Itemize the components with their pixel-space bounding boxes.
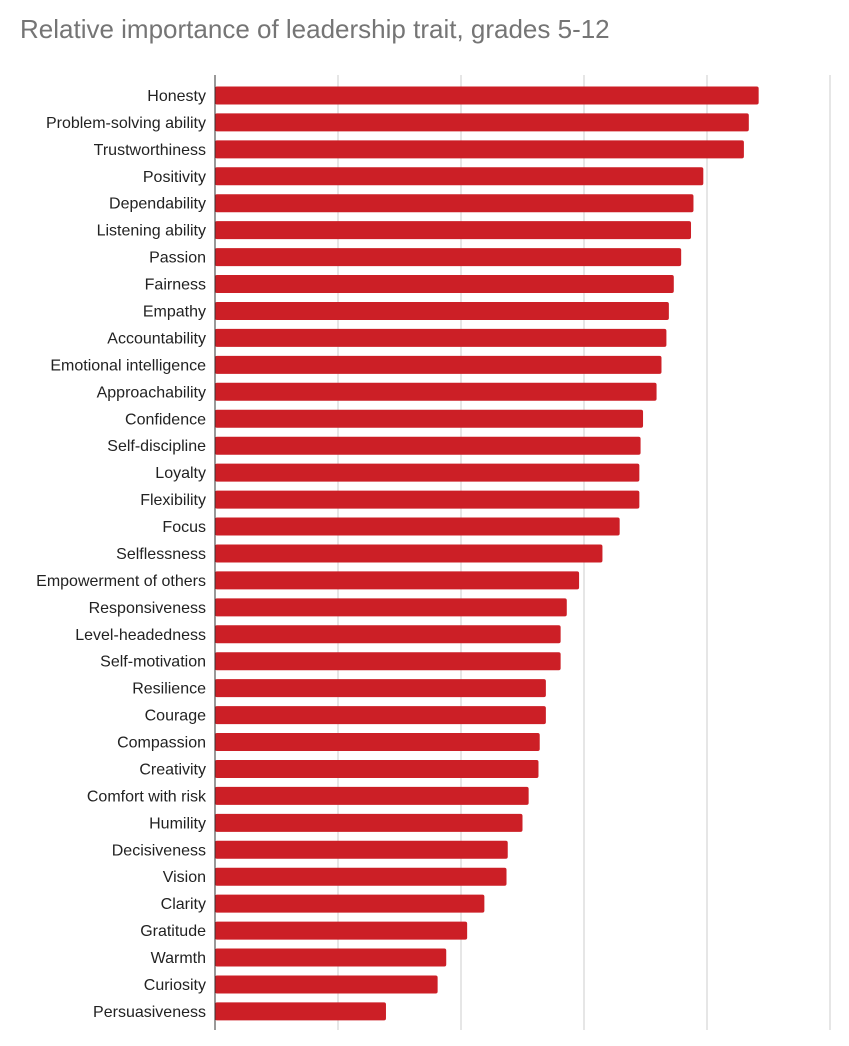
chart-title: Relative importance of leadership trait,… <box>20 14 610 44</box>
bar <box>215 248 682 267</box>
category-label: Self-motivation <box>100 654 206 671</box>
category-label: Empowerment of others <box>36 573 206 590</box>
bar <box>215 571 580 590</box>
category-label: Emotional intelligence <box>50 357 206 374</box>
category-label: Warmth <box>151 950 206 967</box>
category-label: Creativity <box>139 761 206 778</box>
bar <box>215 625 561 644</box>
bar <box>215 140 744 159</box>
bar <box>215 1002 386 1021</box>
category-label: Empathy <box>143 303 206 320</box>
bar <box>215 544 603 563</box>
bar <box>215 328 667 347</box>
bar <box>215 463 640 482</box>
category-label: Approachability <box>97 384 206 401</box>
bar <box>215 194 694 213</box>
bar <box>215 355 662 374</box>
bar <box>215 275 674 294</box>
bar <box>215 867 507 886</box>
category-label: Clarity <box>161 896 206 913</box>
bar <box>215 759 539 778</box>
bar <box>215 517 620 536</box>
bar <box>215 733 540 752</box>
category-label: Humility <box>149 815 206 832</box>
bar <box>215 490 640 509</box>
category-label: Accountability <box>107 330 206 347</box>
category-label: Self-discipline <box>107 438 206 455</box>
category-label: Trustworthiness <box>94 142 206 159</box>
bar <box>215 813 523 832</box>
category-label: Curiosity <box>144 977 206 994</box>
bar <box>215 975 438 994</box>
bar <box>215 840 508 859</box>
bar <box>215 894 485 913</box>
category-label: Problem-solving ability <box>46 115 206 132</box>
bar <box>215 409 644 428</box>
category-label: Loyalty <box>155 465 206 482</box>
category-label: Passion <box>149 250 206 267</box>
bar <box>215 786 529 805</box>
bar <box>215 436 641 455</box>
bar <box>215 221 692 240</box>
category-label: Confidence <box>125 411 206 428</box>
category-label: Responsiveness <box>89 600 206 617</box>
category-label: Dependability <box>109 196 206 213</box>
category-label: Honesty <box>147 88 206 105</box>
bars <box>215 86 759 1021</box>
category-label: Fairness <box>145 277 206 294</box>
bar <box>215 921 468 940</box>
category-label: Flexibility <box>140 492 206 509</box>
bar <box>215 652 561 671</box>
bar <box>215 382 657 401</box>
bar <box>215 167 704 186</box>
category-label: Focus <box>162 519 206 536</box>
category-label: Persuasiveness <box>93 1004 206 1021</box>
bar <box>215 598 567 617</box>
category-label: Courage <box>145 708 206 725</box>
bar <box>215 679 546 698</box>
category-label: Resilience <box>132 681 206 698</box>
category-label: Positivity <box>143 169 206 186</box>
bar <box>215 113 749 132</box>
category-label: Listening ability <box>97 223 206 240</box>
bar <box>215 86 759 105</box>
bar <box>215 706 546 725</box>
bar <box>215 948 447 967</box>
category-label: Gratitude <box>140 923 206 940</box>
category-label: Vision <box>163 869 206 886</box>
bar <box>215 301 669 320</box>
category-labels: Honesty Problem-solving ability Trustworth… <box>36 88 207 1021</box>
category-label: Decisiveness <box>112 842 206 859</box>
category-label: Level-headedness <box>75 627 206 644</box>
category-label: Selflessness <box>116 546 206 563</box>
category-label: Comfort with risk <box>87 788 207 805</box>
category-label: Compassion <box>117 735 206 752</box>
